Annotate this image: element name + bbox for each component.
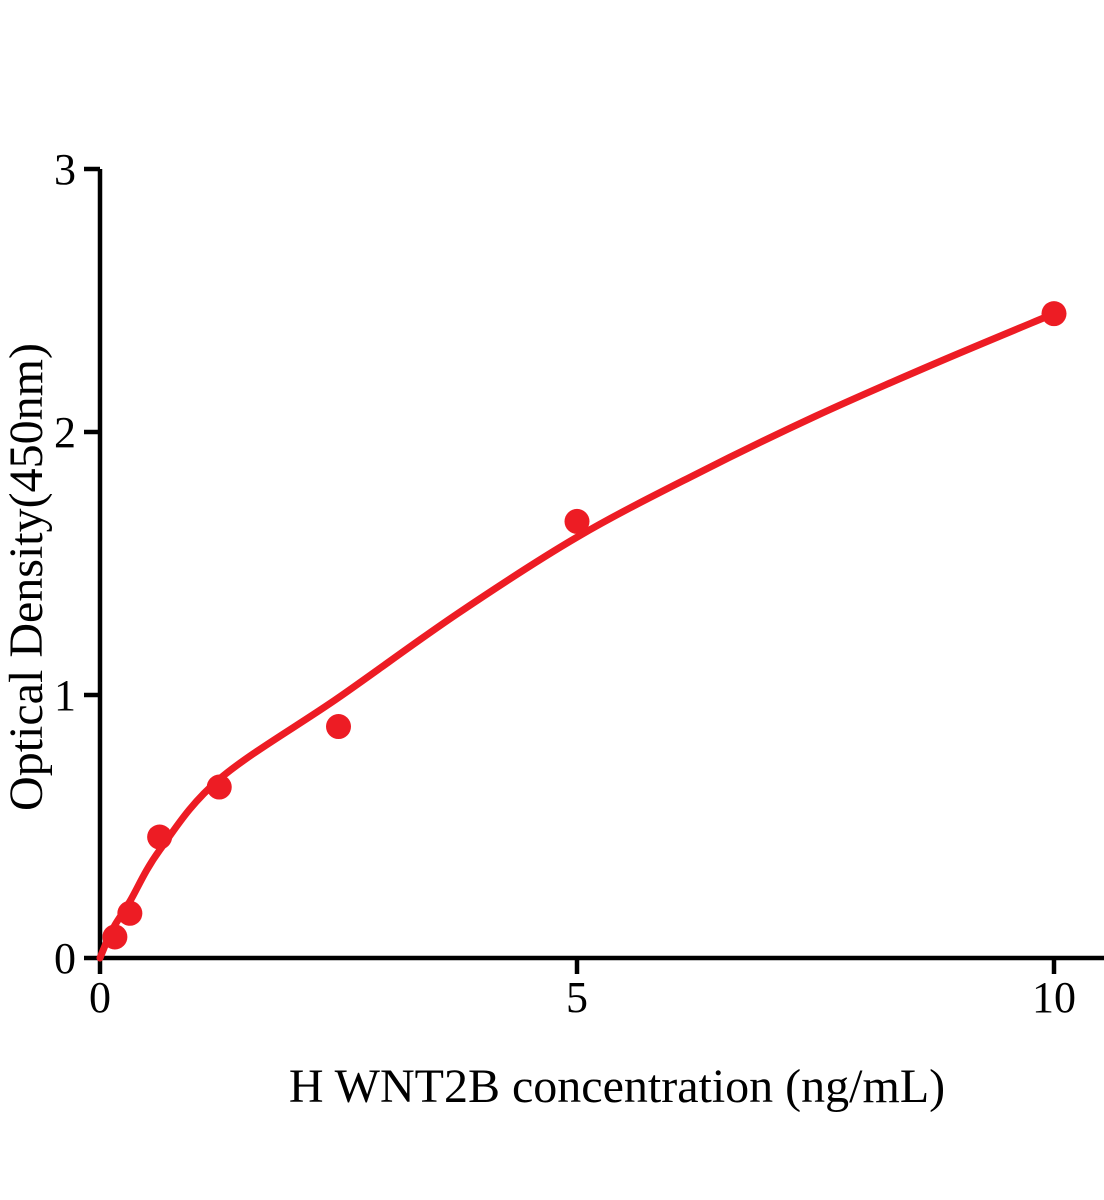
y-tick-label: 1 [54, 671, 76, 720]
y-axis-title: Optical Density(450nm) [0, 343, 53, 811]
data-point [206, 774, 232, 800]
data-points-group [102, 301, 1067, 950]
x-tick-label: 10 [1032, 973, 1076, 1022]
data-point [1041, 301, 1067, 327]
data-point [117, 900, 143, 926]
data-point [564, 508, 590, 534]
data-point [102, 924, 128, 950]
axis-tick-labels: 0 5 10 0 1 2 3 [54, 145, 1076, 1022]
axis-ticks [84, 166, 1057, 974]
y-tick-label: 0 [54, 934, 76, 983]
fit-curve [96, 310, 1058, 962]
x-axis-title: H WNT2B concentration (ng/mL) [289, 1060, 945, 1113]
y-tick-label: 3 [54, 145, 76, 194]
data-point [326, 714, 351, 740]
data-point [147, 824, 173, 850]
x-tick-label: 5 [566, 973, 588, 1022]
fit-curve-group [96, 310, 1058, 962]
y-tick-label: 2 [54, 408, 76, 457]
x-tick-label: 0 [89, 973, 111, 1022]
